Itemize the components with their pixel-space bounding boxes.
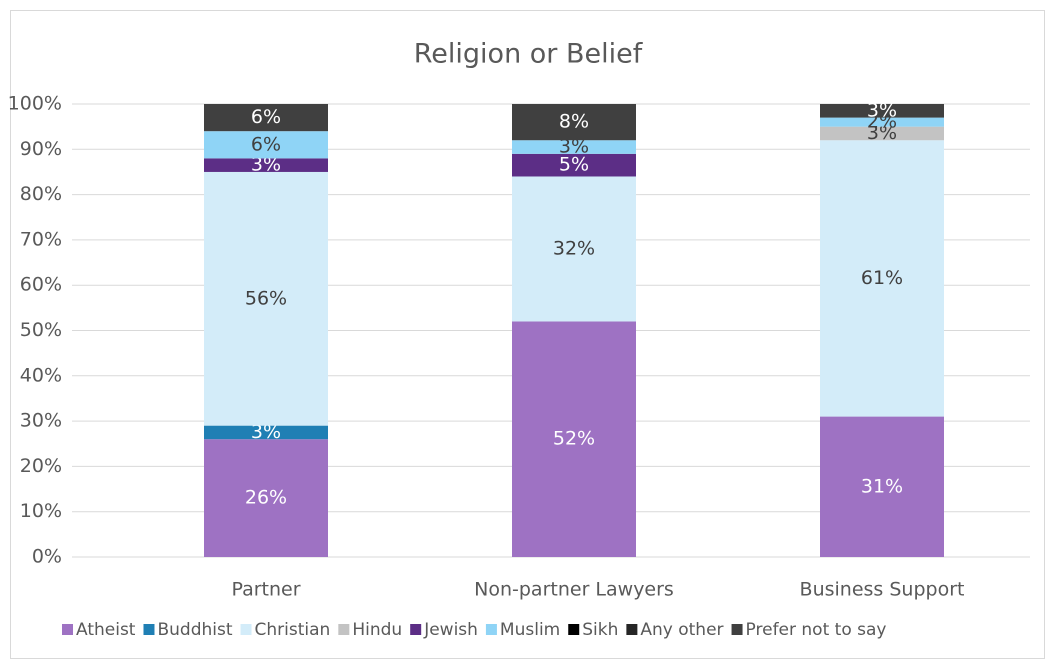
y-tick-label: 0% bbox=[32, 546, 62, 568]
bar-segment bbox=[204, 171, 328, 426]
legend-label: Any other bbox=[640, 620, 723, 640]
legend-swatch bbox=[731, 624, 743, 635]
legend-label: Jewish bbox=[423, 620, 478, 640]
legend-swatch bbox=[485, 624, 497, 635]
bar-segment bbox=[512, 104, 636, 141]
bar-segment bbox=[820, 140, 944, 417]
y-tick-label: 60% bbox=[20, 274, 62, 296]
bar-segment bbox=[204, 104, 328, 132]
bar-segment bbox=[512, 140, 636, 154]
bar-segment bbox=[820, 416, 944, 557]
legend-label: Prefer not to say bbox=[746, 620, 887, 640]
legend-label: Sikh bbox=[582, 620, 618, 640]
data-label: 6% bbox=[251, 133, 281, 155]
legend-swatch bbox=[410, 624, 422, 635]
y-tick-label: 40% bbox=[20, 364, 62, 386]
y-tick-label: 50% bbox=[20, 319, 62, 341]
legend-label: Atheist bbox=[76, 620, 136, 640]
data-label: 26% bbox=[245, 487, 287, 509]
bar-segment bbox=[820, 126, 944, 141]
x-tick-label: Partner bbox=[231, 579, 300, 601]
legend-label: Muslim bbox=[500, 620, 560, 640]
data-label: 56% bbox=[245, 287, 287, 309]
data-label: 3% bbox=[867, 122, 897, 144]
y-tick-label: 90% bbox=[20, 138, 62, 160]
data-label: 8% bbox=[559, 111, 589, 133]
y-tick-label: 100% bbox=[8, 93, 62, 115]
data-label: 3% bbox=[867, 99, 897, 121]
bar-segment bbox=[204, 425, 328, 440]
y-tick-label: 70% bbox=[20, 228, 62, 250]
y-tick-label: 30% bbox=[20, 410, 62, 432]
y-tick-label: 80% bbox=[20, 183, 62, 205]
y-tick-label: 10% bbox=[20, 500, 62, 522]
bar-segment bbox=[512, 153, 636, 177]
data-label: 3% bbox=[559, 136, 589, 158]
legend-label: Buddhist bbox=[157, 620, 232, 640]
legend-label: Christian bbox=[255, 620, 331, 640]
bar-segment bbox=[204, 131, 328, 159]
legend-swatch bbox=[143, 624, 155, 635]
data-label: 61% bbox=[861, 267, 903, 289]
bar-segment bbox=[512, 176, 636, 322]
data-label: 52% bbox=[553, 428, 595, 450]
data-label: 32% bbox=[553, 237, 595, 259]
bar-segment bbox=[204, 439, 328, 557]
legend-swatch bbox=[626, 624, 638, 635]
bar-segment bbox=[204, 158, 328, 172]
legend-swatch bbox=[240, 624, 252, 635]
x-tick-label: Business Support bbox=[800, 579, 965, 601]
bar-segment bbox=[820, 117, 944, 127]
data-label: 31% bbox=[861, 475, 903, 497]
legend-swatch bbox=[62, 624, 73, 635]
chart-title: Religion or Belief bbox=[414, 39, 644, 70]
x-tick-label: Non-partner Lawyers bbox=[474, 579, 674, 601]
legend-swatch bbox=[568, 624, 580, 635]
data-label: 3% bbox=[251, 421, 281, 443]
bar-segment bbox=[512, 321, 636, 557]
data-label: 3% bbox=[251, 154, 281, 176]
data-label: 5% bbox=[559, 154, 589, 176]
legend-label: Hindu bbox=[352, 620, 402, 640]
data-label: 6% bbox=[251, 106, 281, 128]
legend-swatch bbox=[338, 624, 350, 635]
y-tick-label: 20% bbox=[20, 455, 62, 477]
bar-segment bbox=[820, 104, 944, 118]
